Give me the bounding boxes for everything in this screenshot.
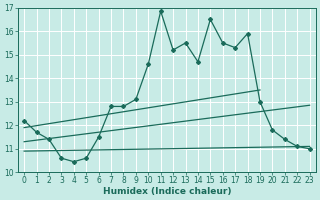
X-axis label: Humidex (Indice chaleur): Humidex (Indice chaleur) bbox=[103, 187, 231, 196]
